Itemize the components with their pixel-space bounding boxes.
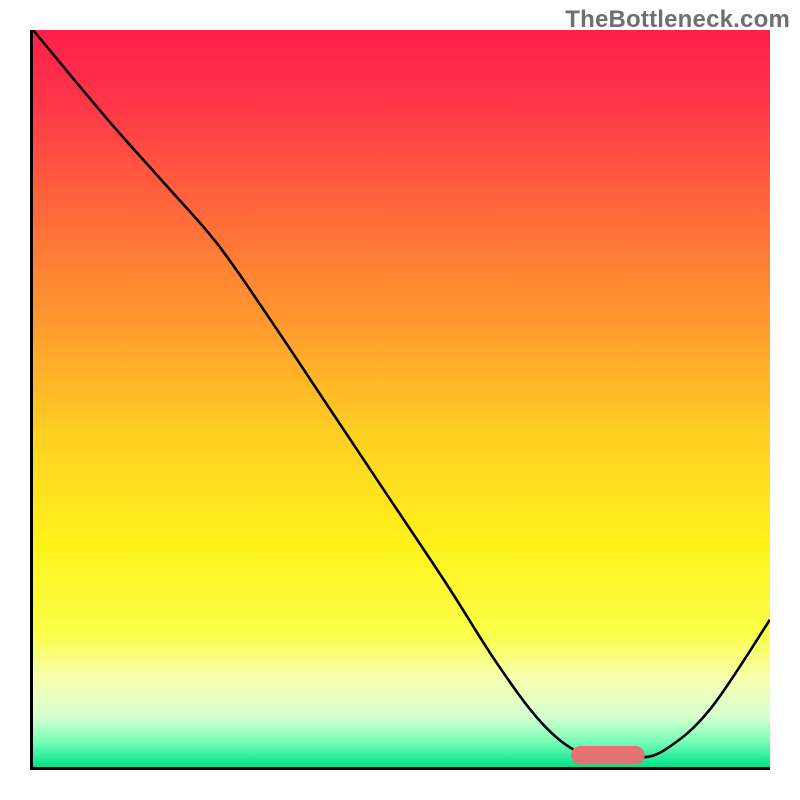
watermark-text: TheBottleneck.com — [565, 6, 790, 34]
plot-area — [30, 30, 770, 770]
chart-background — [33, 30, 770, 767]
chart-svg — [33, 30, 770, 767]
root: TheBottleneck.com — [0, 0, 800, 800]
valley-marker — [571, 746, 645, 764]
